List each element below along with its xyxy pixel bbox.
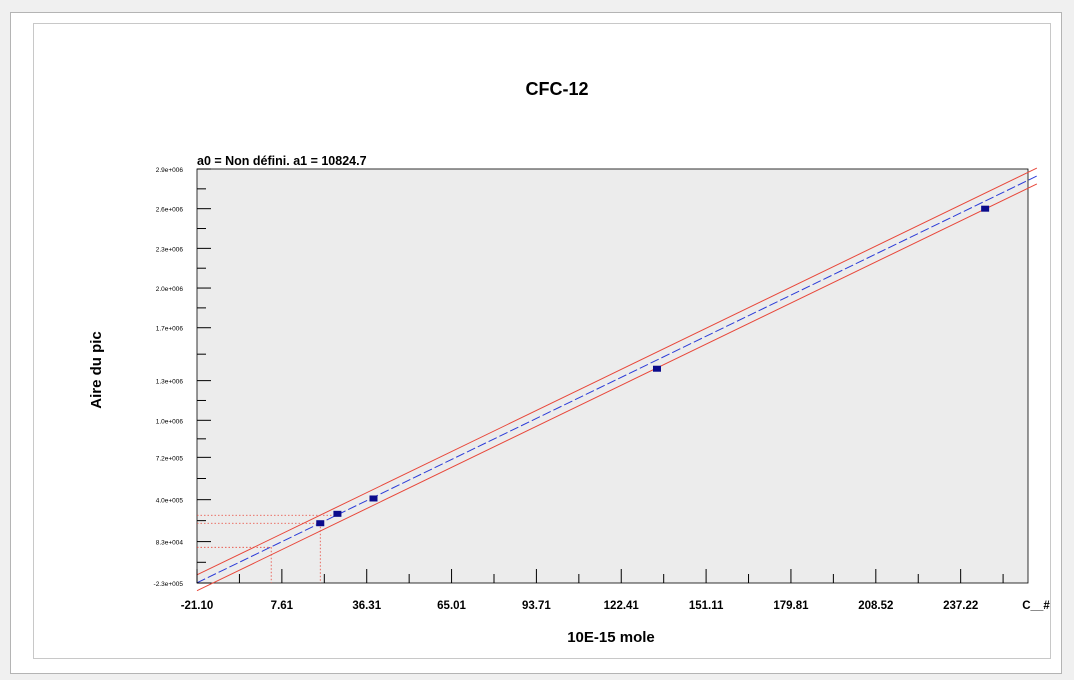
chart-window: CFC-12 a0 = Non défini. a1 = 10824.7 Air… xyxy=(10,12,1062,674)
y-tick-label: 1.3e+006 xyxy=(156,379,184,386)
x-tick-label: 208.52 xyxy=(858,600,893,612)
y-tick-label: 4.0e+005 xyxy=(156,498,184,505)
y-tick-label: 2.0e+006 xyxy=(156,286,184,293)
x-axis-label: 10E-15 mole xyxy=(567,629,655,646)
x-tick-label: 65.01 xyxy=(437,600,466,612)
y-tick-label: 2.6e+006 xyxy=(156,207,184,214)
x-tick-label: 122.41 xyxy=(604,600,640,612)
confidence-upper-line xyxy=(196,167,1038,576)
x-tick-label: 237.22 xyxy=(943,600,978,612)
y-tick-label: 2.9e+006 xyxy=(156,167,184,174)
x-tick-label: 179.81 xyxy=(773,600,809,612)
y-tick-label: -2.3e+005 xyxy=(154,581,184,588)
x-tick-label: 7.61 xyxy=(271,600,294,612)
x-tick-label: 93.71 xyxy=(522,600,551,612)
x-tick-label: 151.11 xyxy=(689,600,724,612)
data-point xyxy=(333,510,342,517)
confidence-lower-line xyxy=(196,183,1038,592)
y-tick-label: 8.3e+004 xyxy=(156,540,184,547)
y-tick-label: 1.7e+006 xyxy=(156,326,184,333)
y-tick-label: 7.2e+005 xyxy=(156,455,184,462)
chart-title: CFC-12 xyxy=(525,79,588,99)
confidence-band xyxy=(196,167,1038,592)
data-point xyxy=(652,365,661,372)
x-tick-label: -21.10 xyxy=(181,600,214,612)
y-tick-label: 2.3e+006 xyxy=(156,246,184,253)
data-point xyxy=(316,520,325,527)
x-tick-label: 36.31 xyxy=(352,600,381,612)
chart-subtitle: a0 = Non défini. a1 = 10824.7 xyxy=(197,154,367,168)
reference-lines xyxy=(197,514,336,583)
data-points xyxy=(316,205,990,527)
axes: -2.3e+005 8.3e+004 4.0e+005 7.2e+005 1.0e+00… xyxy=(154,167,1050,612)
y-axis-label: Aire du pic xyxy=(88,331,105,409)
data-point xyxy=(981,205,990,212)
data-point xyxy=(369,495,378,502)
calibration-chart: CFC-12 a0 = Non défini. a1 = 10824.7 Air… xyxy=(88,79,1050,646)
chart-panel: CFC-12 a0 = Non défini. a1 = 10824.7 Air… xyxy=(33,23,1051,659)
x-end-label: C__# xyxy=(1022,600,1050,612)
y-tick-label: 1.0e+006 xyxy=(156,418,184,425)
